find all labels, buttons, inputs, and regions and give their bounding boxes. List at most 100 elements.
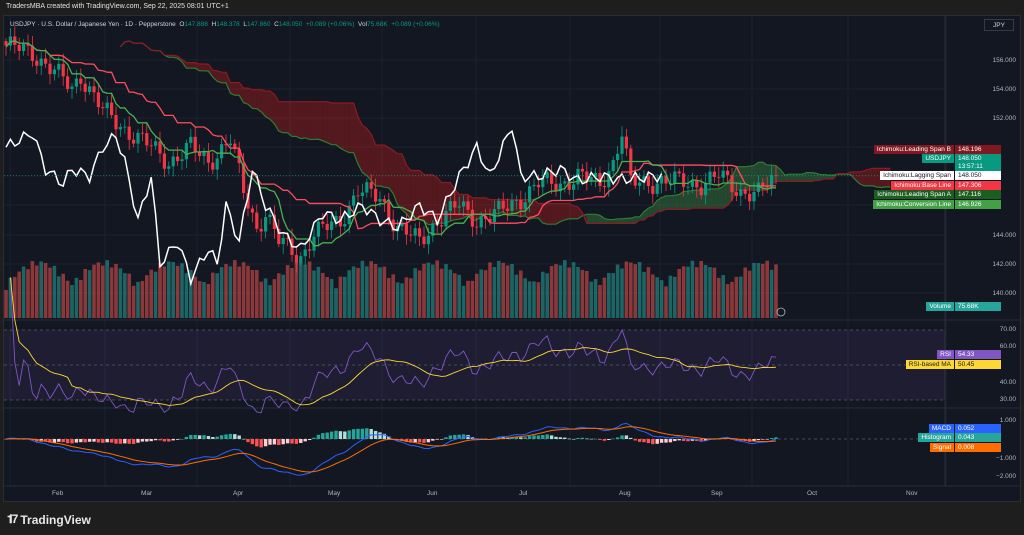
- tag-value: 54.33: [955, 350, 1001, 359]
- candle-body: [88, 86, 92, 92]
- volume-bar: [708, 267, 712, 318]
- ichimoku-cloud-segment: [749, 165, 754, 191]
- macd-histogram-bar: [651, 439, 655, 445]
- macd-histogram-bar: [699, 439, 703, 442]
- rsi-tick: 70.00: [999, 326, 1016, 333]
- volume-value: 75.68K: [367, 21, 388, 28]
- tag-value: 148.050: [955, 154, 1001, 163]
- volume-bar: [105, 260, 109, 318]
- volume-bar: [277, 273, 281, 318]
- month-label: Apr: [233, 490, 244, 497]
- macd-histogram-bar: [629, 437, 633, 439]
- candle-body: [255, 212, 259, 229]
- volume-bar: [431, 264, 435, 318]
- ichimoku-cloud-segment: [221, 72, 226, 83]
- ichimoku-cloud-segment: [327, 101, 332, 145]
- ichimoku-cloud-segment: [261, 89, 266, 117]
- currency-button[interactable]: JPY: [984, 19, 1014, 31]
- chart-frame[interactable]: [3, 15, 1021, 502]
- volume-bar: [404, 277, 409, 318]
- volume-bar: [677, 268, 681, 318]
- volume-bar: [774, 264, 778, 318]
- open-value: 147.888: [184, 21, 208, 28]
- ichimoku-cloud-segment: [296, 101, 301, 139]
- volume-bar: [30, 261, 35, 318]
- macd-histogram-bar: [294, 439, 299, 444]
- candle-body: [699, 187, 703, 196]
- volume-bar: [167, 261, 171, 318]
- volume-bar: [756, 263, 761, 318]
- volume-bar: [233, 260, 237, 318]
- macd-histogram-bar: [558, 437, 563, 439]
- macd-histogram-bar: [387, 436, 391, 439]
- candle-body: [246, 192, 250, 209]
- rsi-tick: 30.00: [999, 396, 1016, 403]
- ichimoku-cloud-segment: [683, 191, 688, 210]
- macd-histogram-bar: [532, 435, 536, 439]
- macd-histogram-bar: [140, 439, 145, 442]
- tag-value: 0.052: [955, 424, 1001, 433]
- macd-histogram-bar: [105, 439, 109, 443]
- volume-bar: [365, 266, 369, 318]
- macd-histogram-bar: [259, 439, 263, 448]
- macd-histogram-bar: [642, 439, 646, 443]
- macd-histogram-bar: [272, 439, 277, 445]
- ichimoku-cloud-segment: [679, 191, 684, 210]
- volume-bar: [448, 269, 453, 318]
- candle-body: [620, 136, 624, 154]
- volume-bar: [52, 265, 57, 318]
- macd-histogram-bar: [620, 435, 624, 439]
- candle-body: [374, 188, 378, 202]
- ichimoku-cloud-segment: [534, 199, 539, 219]
- ichimoku-cloud-segment: [670, 195, 675, 210]
- candle-body: [422, 236, 426, 245]
- candle-body: [734, 192, 738, 196]
- candle-body: [638, 182, 642, 186]
- month-label: Aug: [619, 490, 631, 497]
- ichimoku-cloud-segment: [617, 218, 622, 224]
- ichimoku-cloud-segment: [248, 88, 253, 109]
- ichimoku-cloud-segment: [318, 101, 323, 141]
- volume-bar: [153, 271, 158, 318]
- volume-bar: [527, 281, 532, 318]
- volume-bar: [8, 277, 13, 318]
- volume-bar: [580, 269, 585, 318]
- ichimoku-cloud-segment: [556, 203, 561, 225]
- macd-histogram-bar: [281, 439, 285, 445]
- macd-histogram-bar: [690, 439, 695, 441]
- candle-body: [162, 153, 166, 169]
- volume-bar: [541, 271, 545, 318]
- macd-histogram-bar: [589, 438, 593, 440]
- macd-histogram-bar: [593, 438, 598, 440]
- volume-bar: [417, 270, 422, 318]
- ichimoku-cloud-segment: [336, 103, 341, 149]
- volume-bar: [35, 265, 39, 318]
- macd-histogram-bar: [554, 436, 558, 439]
- symbol-title[interactable]: USDJPY · U.S. Dollar / Japanese Yen · 1D…: [10, 21, 176, 28]
- ichimoku-cloud-segment: [353, 103, 358, 165]
- candle-body: [704, 182, 708, 196]
- macd-histogram-bar: [325, 432, 329, 439]
- volume-bar: [659, 280, 664, 318]
- candle-body: [294, 254, 298, 263]
- volume-bar: [488, 262, 492, 318]
- conversion-line: [5, 40, 776, 247]
- month-label: Mar: [141, 490, 153, 497]
- volume-bar: [765, 260, 769, 318]
- ichimoku-cloud-segment: [626, 218, 631, 224]
- macd-histogram-bar: [118, 439, 123, 444]
- volume-bar: [699, 260, 703, 318]
- macd-histogram-bar: [57, 439, 61, 442]
- macd-histogram-bar: [307, 439, 312, 441]
- ichimoku-cloud-segment: [230, 82, 235, 96]
- price-tick: 154.000: [992, 86, 1017, 93]
- ichimoku-cloud-segment: [600, 215, 605, 224]
- macd-histogram-bar: [219, 435, 224, 439]
- tradingview-logo[interactable]: 𝟏7 TradingView: [7, 512, 91, 527]
- close-label: C: [274, 21, 279, 28]
- month-label: Oct: [807, 490, 818, 497]
- macd-histogram-bar: [769, 438, 774, 439]
- macd-histogram-bar: [549, 435, 554, 439]
- macd-histogram-bar: [624, 435, 629, 439]
